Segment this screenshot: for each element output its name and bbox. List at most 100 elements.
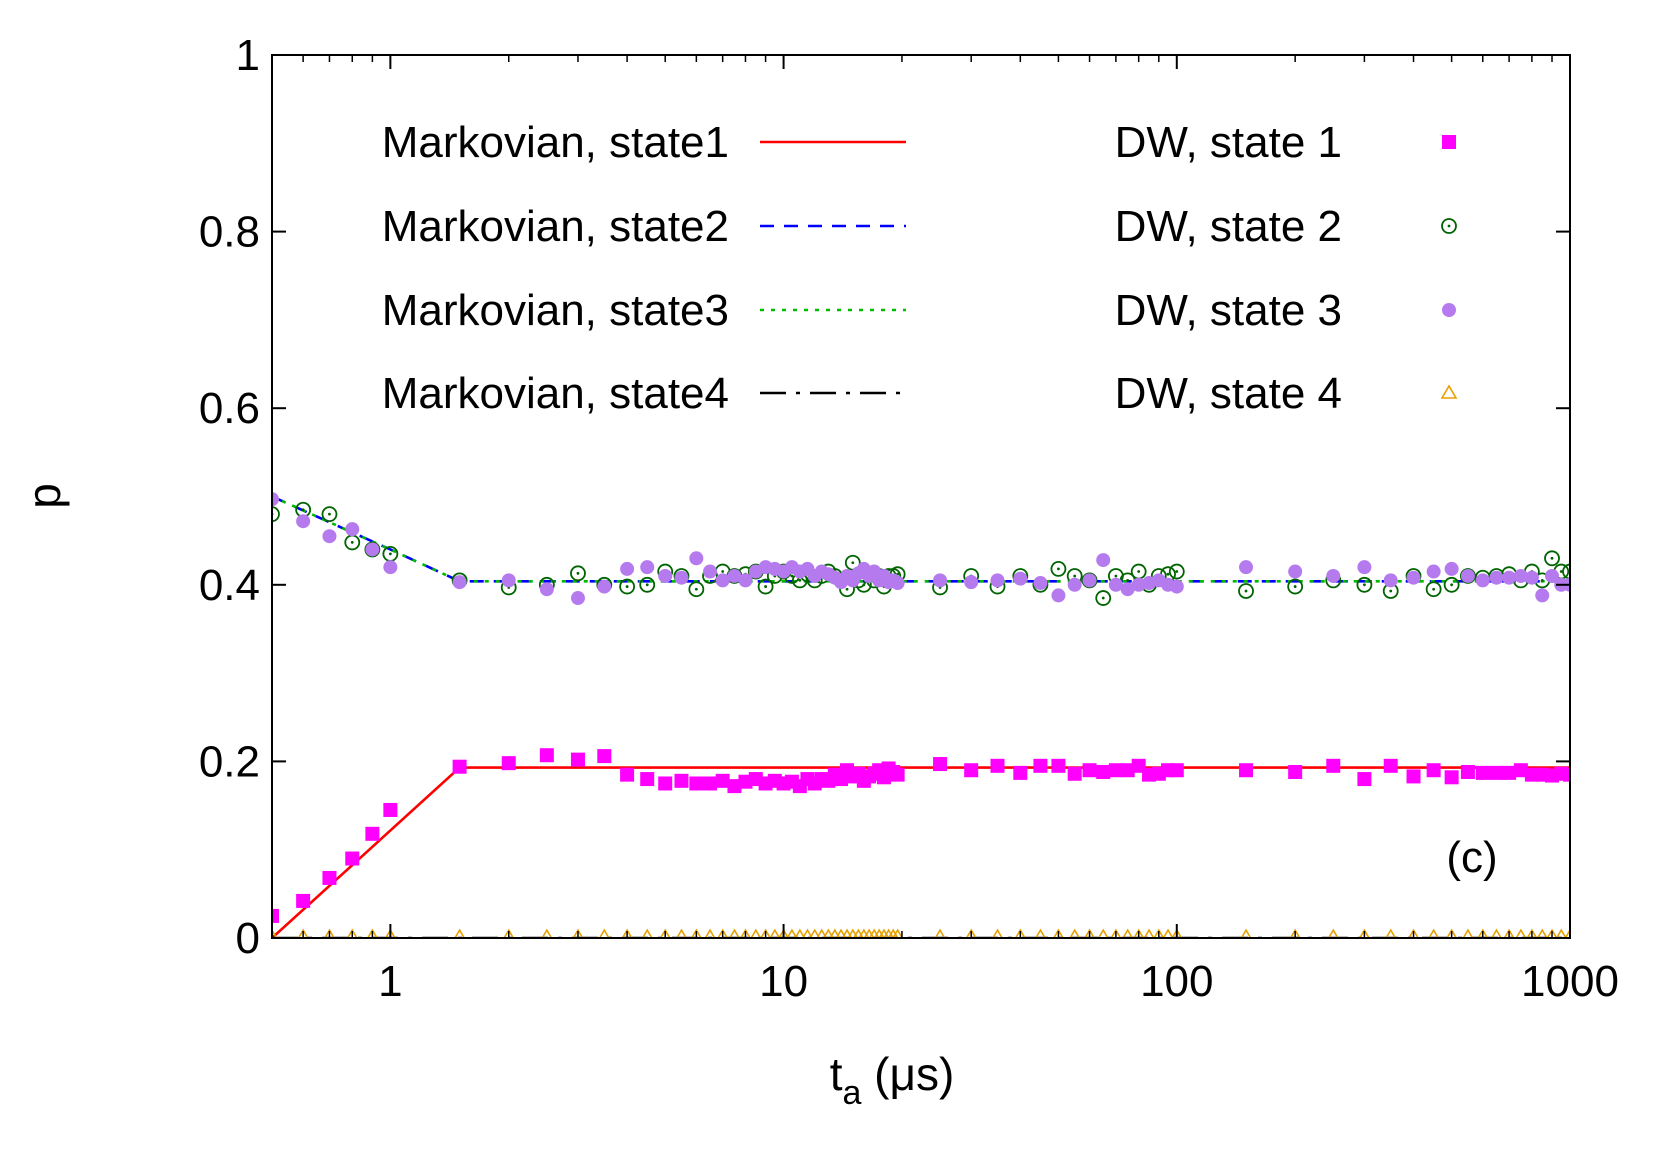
data-point <box>365 542 380 557</box>
data-point <box>887 928 899 938</box>
data-point <box>1033 576 1048 591</box>
data-point <box>1014 928 1026 938</box>
data-point <box>964 575 979 590</box>
data-point <box>658 568 673 583</box>
model-line <box>272 495 1570 583</box>
legend-marker-sample <box>1441 218 1457 234</box>
data-point <box>640 560 655 575</box>
data-point <box>1110 928 1122 938</box>
data-point <box>539 748 554 763</box>
data-point <box>933 573 948 588</box>
data-point <box>1084 928 1096 938</box>
data-point <box>1288 764 1303 779</box>
data-point <box>717 928 729 938</box>
data-point <box>1122 928 1134 938</box>
data-point <box>1130 563 1147 580</box>
data-point <box>1444 561 1459 576</box>
data-point <box>1462 928 1474 938</box>
data-point <box>991 928 1004 938</box>
data-point <box>778 928 790 938</box>
legend-marker-sample <box>1440 384 1458 399</box>
data-point <box>1460 764 1475 779</box>
data-point <box>1502 765 1517 780</box>
data-point <box>1143 928 1155 938</box>
data-point <box>674 570 689 585</box>
data-point <box>272 492 279 507</box>
data-point <box>1133 928 1145 938</box>
data-point <box>383 560 398 575</box>
data-point <box>965 928 977 938</box>
data-point <box>345 851 360 866</box>
data-point <box>675 928 688 938</box>
x-tick-label: 100 <box>1140 957 1213 1006</box>
data-point <box>990 573 1005 588</box>
data-point <box>1357 772 1372 787</box>
legend: Markovian, state1 Markovian, state2 Markov… <box>382 118 1458 418</box>
data-point <box>1013 765 1028 780</box>
data-point <box>1240 928 1252 938</box>
data-point <box>1033 758 1048 773</box>
y-tick-label: 1 <box>236 31 260 80</box>
data-point <box>863 928 875 938</box>
x-axis-label: ta (μs) <box>830 1048 955 1112</box>
data-point <box>750 928 762 938</box>
legend-marker-sample <box>1442 135 1456 149</box>
x-axis-label-main: t <box>830 1048 843 1100</box>
data-point <box>1513 568 1528 583</box>
data-point <box>1489 570 1504 585</box>
data-point <box>1555 928 1567 938</box>
data-point <box>345 522 360 537</box>
data-point <box>384 928 396 938</box>
data-point <box>297 928 309 938</box>
data-point <box>847 928 859 938</box>
data-point <box>890 576 905 591</box>
data-point <box>659 928 671 938</box>
data-point <box>539 582 554 597</box>
data-point <box>1503 928 1515 938</box>
data-point <box>1524 570 1539 585</box>
y-tick-label: 0.6 <box>199 384 260 433</box>
data-point <box>620 561 635 576</box>
data-point <box>1475 573 1490 588</box>
data-point <box>365 826 380 841</box>
data-point <box>452 575 467 590</box>
data-point <box>1477 928 1489 938</box>
data-point <box>883 928 895 938</box>
data-point <box>873 928 885 938</box>
data-point <box>1564 928 1570 938</box>
data-point <box>890 767 905 782</box>
x-axis-label-sub: a <box>842 1074 861 1112</box>
data-point <box>322 529 337 544</box>
data-point <box>1120 582 1135 597</box>
data-point <box>934 928 946 938</box>
data-point <box>878 928 890 938</box>
data-markers <box>272 492 1570 938</box>
data-point <box>835 928 847 938</box>
data-point <box>1289 928 1301 938</box>
data-point <box>858 928 870 938</box>
data-point <box>933 757 948 772</box>
data-point <box>570 565 586 582</box>
data-point <box>321 506 338 523</box>
data-point <box>1536 928 1548 938</box>
model-line <box>272 766 1570 938</box>
data-point <box>1406 769 1421 784</box>
data-point <box>640 772 655 787</box>
y-tick-label: 0 <box>236 914 260 963</box>
data-point <box>1406 570 1421 585</box>
data-point <box>852 928 864 938</box>
data-point <box>272 928 278 938</box>
data-point <box>1444 770 1459 785</box>
data-point <box>598 928 610 938</box>
data-point <box>1383 758 1398 773</box>
data-point <box>1013 571 1028 586</box>
legend-label: DW, state 2 <box>1115 202 1342 251</box>
data-point <box>621 928 633 938</box>
data-point <box>1082 573 1097 588</box>
data-point <box>503 928 515 938</box>
data-point <box>366 928 378 938</box>
data-point <box>452 759 467 774</box>
data-point <box>1095 590 1112 606</box>
data-point <box>1490 928 1502 938</box>
data-point <box>322 870 337 885</box>
